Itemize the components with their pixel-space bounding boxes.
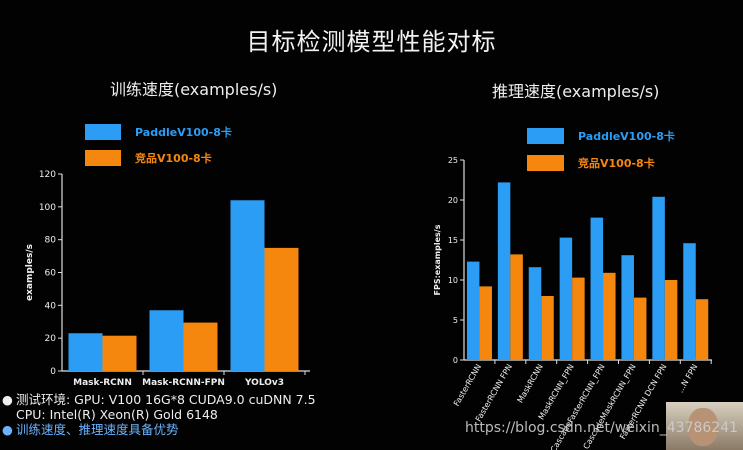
presenter-face — [688, 408, 718, 446]
bar-competitor — [695, 299, 709, 360]
bar-competitor — [572, 277, 585, 360]
legend-label: 竞品V100-8卡 — [578, 156, 655, 170]
bar-paddle — [230, 200, 265, 371]
y-tick-label: 25 — [448, 156, 458, 165]
y-axis-label: FPS:examples/s — [433, 224, 442, 295]
y-tick-label: 100 — [39, 203, 56, 213]
y-tick-label: 0 — [453, 356, 458, 365]
x-tick-label: YOLOv3 — [244, 378, 284, 388]
bar-paddle — [590, 217, 604, 360]
bullet-env-text: 测试环境: GPU: V100 16G*8 CUDA9.0 cuDNN 7.5 … — [16, 392, 316, 422]
bar-competitor — [510, 254, 523, 360]
y-tick-label: 80 — [45, 236, 57, 246]
bar-competitor — [664, 280, 678, 360]
watermark-text: https://blog.csdn.net/weixin_43786241 — [465, 420, 739, 436]
bar-paddle — [652, 196, 665, 360]
bullet-item: ● 训练速度、推理速度具备优势 — [2, 422, 179, 437]
bar-paddle — [621, 255, 634, 360]
bar-competitor — [633, 297, 647, 360]
bar-paddle — [683, 243, 696, 360]
bar-paddle — [559, 237, 573, 360]
bar-competitor — [541, 296, 554, 360]
bullet-item: ● 测试环境: GPU: V100 16G*8 CUDA9.0 cuDNN 7.5… — [2, 392, 346, 422]
bar-paddle — [497, 182, 511, 360]
bar-competitor — [603, 272, 616, 360]
train-chart-title: 训练速度(examples/s) — [110, 80, 278, 99]
bar-paddle — [466, 261, 480, 360]
y-tick-label: 20 — [45, 334, 57, 344]
bar-competitor — [479, 286, 492, 360]
y-axis-label: examples/s — [25, 244, 35, 301]
legend-label: PaddleV100-8卡 — [135, 125, 232, 139]
bullet-advantage-text: 训练速度、推理速度具备优势 — [16, 422, 179, 437]
bar-competitor — [264, 247, 299, 371]
legend-swatch — [85, 150, 121, 166]
legend-swatch — [85, 124, 121, 140]
x-tick-label: FasterRCNN — [452, 362, 483, 407]
bar-paddle — [149, 310, 184, 371]
bar-paddle — [528, 267, 542, 360]
x-tick-label: CascadeMaskRCNN_FPN — [582, 362, 638, 450]
y-tick-label: 10 — [448, 276, 458, 285]
legend-label: PaddleV100-8卡 — [578, 129, 675, 143]
x-tick-label: Mask-RCNN-FPN — [142, 378, 225, 388]
legend-swatch — [527, 155, 564, 171]
y-tick-label: 20 — [448, 196, 458, 205]
y-tick-label: 40 — [45, 301, 57, 311]
bar-competitor — [183, 322, 218, 371]
y-tick-label: 0 — [50, 367, 56, 377]
x-tick-label: CascadeFasterRCNN_FPN — [549, 362, 607, 450]
presenter-video-thumbnail — [666, 402, 743, 450]
y-tick-label: 60 — [45, 269, 57, 279]
x-tick-label: MaskRCNN — [516, 362, 545, 404]
bullet-list: ● 测试环境: GPU: V100 16G*8 CUDA9.0 cuDNN 7.5… — [2, 392, 346, 437]
y-tick-label: 15 — [448, 236, 458, 245]
x-tick-label: Mask-RCNN — [73, 378, 132, 388]
legend-label: 竞品V100-8卡 — [135, 151, 212, 165]
x-tick-label: ...N FPN — [676, 362, 700, 394]
legend-swatch — [527, 128, 564, 144]
infer-chart-title: 推理速度(examples/s) — [492, 82, 660, 101]
y-tick-label: 5 — [453, 316, 458, 325]
bar-paddle — [68, 333, 103, 371]
page-title: 目标检测模型性能对标 — [246, 28, 497, 56]
bar-competitor — [102, 335, 137, 371]
y-tick-label: 120 — [39, 170, 56, 180]
